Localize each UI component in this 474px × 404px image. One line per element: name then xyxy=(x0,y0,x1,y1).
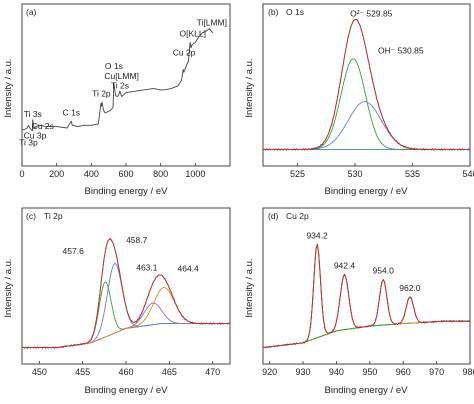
panel-c-peak-label: 464.4 xyxy=(177,263,199,273)
panel-c-envelope-line xyxy=(22,238,230,349)
panel-d-annotations: 934.2 942.4 954.0 962.0 xyxy=(306,230,420,293)
panel-b-annotations: O²⁻ 529.85 OH⁻ 530.85 xyxy=(350,9,424,56)
panel-a-annotation: Ti 3s xyxy=(24,109,42,119)
panel-a-xtick-label: 600 xyxy=(118,169,133,179)
panel-a-survey-line xyxy=(22,28,214,132)
panel-b-xtick-label: 535 xyxy=(405,169,420,179)
panel-c-background-line xyxy=(22,323,230,349)
panel-c-peak-label: 457.6 xyxy=(63,246,85,256)
panel-a-annotation: Cu[LMM] xyxy=(104,71,138,81)
panel-a-xlabel: Binding energy / eV xyxy=(85,186,169,197)
panel-d-xtick-label: 980 xyxy=(462,367,474,377)
panel-b-ylabel: Intensity / a.u. xyxy=(244,58,255,117)
panel-d-cu2p: (d) Cu 2p Intensity / a.u. Binding energ… xyxy=(244,207,474,396)
panel-d-title: Cu 2p xyxy=(286,211,309,221)
panel-d-xtick-label: 930 xyxy=(296,367,311,377)
panel-b-label: (b) xyxy=(268,7,279,17)
panel-a-xtick-label: 400 xyxy=(84,169,99,179)
panel-c-peak-label: 463.1 xyxy=(136,262,158,272)
panel-b-o1s: (b) O 1s Intensity / a.u. Binding energy… xyxy=(244,3,474,197)
panel-d-label: (d) xyxy=(268,211,279,221)
panel-b-component-0 xyxy=(263,58,470,150)
panel-d-peak-label: 934.2 xyxy=(306,230,328,240)
panel-b-peak-label: O²⁻ 529.85 xyxy=(350,9,393,19)
panel-b-title: O 1s xyxy=(286,7,304,17)
panel-d-axes-frame xyxy=(262,207,471,365)
panel-c-raw-line xyxy=(21,237,231,349)
panel-a-annotation: O 1s xyxy=(105,61,123,71)
panel-d-xtick-label: 960 xyxy=(396,367,411,377)
panel-c-xtick-label: 470 xyxy=(205,367,220,377)
panel-a-label: (a) xyxy=(26,7,37,17)
panel-d-xlabel: Binding energy / eV xyxy=(325,385,409,396)
panel-b-xtick-label: 530 xyxy=(347,169,362,179)
panel-c-ylabel: Intensity / a.u. xyxy=(3,258,14,317)
panel-a-annotation: Cu 2s xyxy=(32,121,54,131)
panel-d-raw-line xyxy=(262,243,471,349)
panel-a-xtick-label: 200 xyxy=(49,169,64,179)
panel-c-xlabel: Binding energy / eV xyxy=(85,385,169,396)
panel-a-annotation: Cu 3p xyxy=(24,131,47,141)
panel-d-xtick-label: 920 xyxy=(262,367,277,377)
panel-c-title: Ti 2p xyxy=(44,211,63,221)
panel-d-peak-label: 942.4 xyxy=(334,260,356,270)
panel-c-ti2p: (c) Ti 2p Intensity / a.u. Binding energ… xyxy=(3,207,231,396)
panel-c-label: (c) xyxy=(26,211,36,221)
panel-c-component-0 xyxy=(22,281,230,349)
panel-c-axes-frame xyxy=(21,207,231,365)
panel-d-ticks: 920 930 940 950 960 970 980 xyxy=(262,361,474,377)
panel-c-component-3 xyxy=(22,287,230,349)
panel-b-xlabel: Binding energy / eV xyxy=(325,186,409,197)
panel-c-xtick-label: 465 xyxy=(162,367,177,377)
panel-a-xtick-label: 800 xyxy=(153,169,168,179)
panel-c-peak-label: 458.7 xyxy=(126,235,148,245)
panel-b-envelope-line xyxy=(263,18,470,150)
panel-a-annotation: Ti 3p xyxy=(19,137,38,147)
panel-a-annotation: Ti 2s xyxy=(111,80,129,90)
panel-d-ylabel: Intensity / a.u. xyxy=(244,258,255,317)
panel-b-ticks: 525 530 535 540 xyxy=(290,163,474,179)
panel-c-series xyxy=(21,237,231,349)
panel-d-series xyxy=(262,243,471,349)
panel-d-peak-label: 954.0 xyxy=(373,265,395,275)
panel-d-component-2 xyxy=(262,279,470,349)
panel-a-annotation: C 1s xyxy=(62,107,79,117)
panel-a-series xyxy=(22,28,214,132)
panel-a-annotation: Ti 2p xyxy=(92,88,111,98)
panel-d-component-3 xyxy=(262,296,470,349)
panel-b-series xyxy=(262,18,471,151)
panel-c-component-2 xyxy=(22,302,230,349)
panel-b-component-1 xyxy=(263,101,470,150)
panel-b-xtick-label: 540 xyxy=(462,169,474,179)
panel-a-survey: (a) Intensity / a.u. Binding energy / eV… xyxy=(3,3,231,197)
panel-d-component-0 xyxy=(262,243,470,349)
panel-d-envelope-line xyxy=(262,243,470,349)
panel-b-raw-line xyxy=(262,19,471,151)
panel-d-xtick-label: 950 xyxy=(362,367,377,377)
panel-a-ticks: 0 200 400 600 800 1000 xyxy=(19,163,205,179)
panel-d-xtick-label: 940 xyxy=(329,367,344,377)
panel-c-xtick-label: 450 xyxy=(32,367,47,377)
panel-b-xtick-label: 525 xyxy=(290,169,305,179)
panel-c-annotations: 457.6 458.7 463.1 464.4 xyxy=(63,235,199,273)
panel-a-ylabel: Intensity / a.u. xyxy=(3,58,14,117)
panel-a-annotation: Ti[LMM] xyxy=(197,18,227,28)
panel-c-ticks: 450 455 460 465 470 xyxy=(32,361,220,377)
panel-d-xtick-label: 970 xyxy=(429,367,444,377)
panel-b-axes-frame xyxy=(262,3,471,167)
panel-a-annotation: Cu 2p xyxy=(173,48,196,58)
panel-a-xtick-label: 0 xyxy=(19,169,24,179)
panel-a-xtick-label: 1000 xyxy=(185,169,205,179)
panel-a-annotation: O[KLL] xyxy=(179,29,205,39)
panel-d-component-1 xyxy=(262,273,470,349)
panel-d-peak-label: 962.0 xyxy=(399,283,421,293)
panel-c-xtick-label: 455 xyxy=(75,367,90,377)
panel-b-peak-label: OH⁻ 530.85 xyxy=(378,45,424,55)
panel-c-xtick-label: 460 xyxy=(118,367,133,377)
